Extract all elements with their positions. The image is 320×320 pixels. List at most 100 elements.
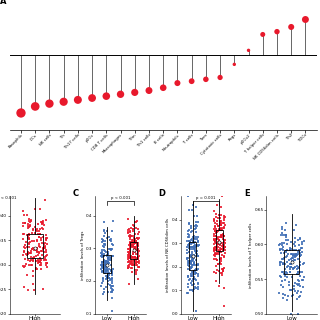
Point	[107, 283, 112, 288]
Point	[25, 225, 30, 230]
Point	[221, 225, 226, 230]
Point	[186, 258, 191, 263]
Point	[101, 269, 106, 275]
Point	[99, 255, 104, 260]
Point	[133, 251, 139, 256]
Bar	[27, 234, 43, 258]
Point	[102, 268, 108, 273]
Point	[191, 241, 196, 246]
Point	[288, 246, 293, 251]
Point	[135, 247, 140, 252]
Point	[129, 253, 134, 259]
Point	[194, 214, 199, 219]
Point	[219, 261, 224, 267]
Point	[220, 266, 225, 271]
Point	[128, 234, 133, 239]
Point	[135, 241, 140, 246]
Point	[190, 246, 195, 252]
Point	[220, 266, 226, 271]
Point	[109, 290, 114, 295]
Point	[282, 261, 287, 266]
Point	[108, 237, 113, 243]
Point	[44, 247, 49, 252]
Point	[127, 281, 132, 286]
Point	[192, 284, 197, 290]
Point	[191, 238, 196, 244]
Point	[219, 228, 224, 233]
Point	[40, 221, 45, 226]
Point	[219, 249, 224, 254]
Point	[185, 255, 190, 260]
Point	[217, 237, 222, 242]
Point	[135, 243, 140, 248]
Point	[100, 260, 105, 265]
Point	[31, 255, 36, 260]
Point	[194, 270, 199, 275]
Text: D: D	[158, 189, 165, 198]
Point	[279, 241, 284, 246]
Point	[103, 267, 108, 272]
Point	[35, 238, 40, 244]
Point	[216, 248, 221, 253]
Point	[35, 245, 40, 250]
Point	[187, 241, 192, 246]
Point	[221, 234, 226, 239]
Point	[260, 32, 265, 37]
Point	[190, 277, 196, 282]
Point	[219, 246, 224, 251]
Point	[212, 250, 218, 255]
Point	[291, 253, 296, 258]
Point	[191, 257, 196, 262]
Point	[118, 92, 123, 97]
Point	[281, 262, 286, 267]
Point	[42, 258, 47, 263]
Point	[212, 233, 217, 238]
Point	[219, 218, 224, 223]
Point	[136, 251, 141, 256]
Point	[30, 245, 35, 250]
Point	[293, 247, 298, 252]
Point	[222, 220, 227, 225]
Point	[37, 259, 43, 264]
Point	[24, 240, 29, 245]
Point	[39, 252, 44, 257]
Point	[219, 228, 224, 233]
Point	[135, 256, 140, 261]
Point	[212, 228, 218, 233]
Point	[278, 247, 283, 252]
Point	[101, 259, 106, 264]
Point	[220, 269, 225, 274]
Point	[221, 226, 226, 231]
Point	[27, 251, 32, 256]
Point	[101, 264, 106, 269]
Point	[133, 240, 139, 245]
Point	[35, 267, 40, 272]
Point	[135, 226, 140, 231]
Point	[189, 207, 194, 212]
Point	[101, 253, 106, 259]
Point	[187, 276, 192, 282]
Point	[192, 234, 197, 239]
Point	[186, 256, 191, 261]
Point	[193, 205, 198, 210]
Point	[126, 249, 132, 254]
Bar	[103, 255, 111, 273]
Point	[109, 270, 114, 276]
Point	[289, 255, 294, 260]
Point	[43, 260, 48, 266]
Point	[128, 226, 133, 231]
Point	[218, 215, 223, 220]
Point	[25, 234, 30, 239]
Point	[220, 244, 225, 249]
Point	[133, 240, 138, 245]
Point	[99, 283, 104, 288]
Point	[221, 247, 226, 252]
Point	[283, 273, 288, 278]
Point	[295, 271, 300, 276]
Point	[284, 264, 290, 269]
Point	[193, 245, 198, 250]
Point	[36, 250, 41, 255]
Point	[278, 250, 284, 255]
Point	[22, 212, 27, 218]
Point	[217, 260, 222, 265]
